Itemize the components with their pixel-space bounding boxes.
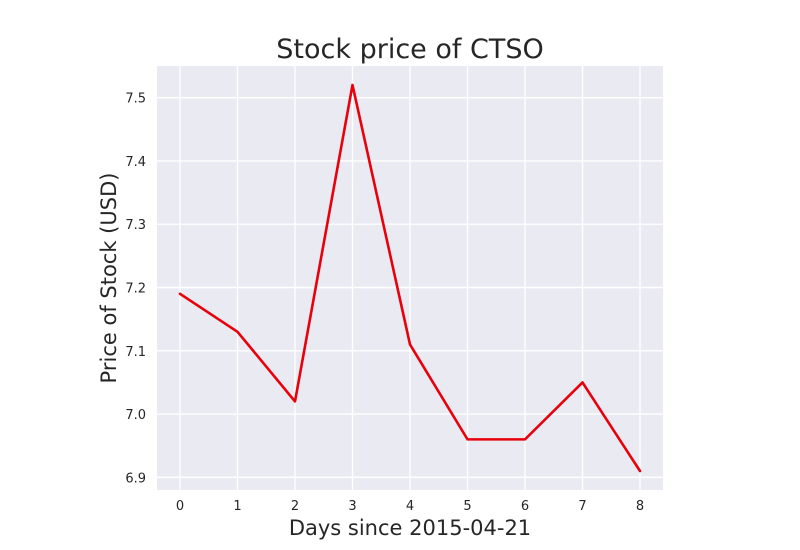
- y-tick-label: 7.4: [125, 155, 146, 170]
- y-tick-label: 7.3: [125, 218, 146, 233]
- grid: [157, 66, 663, 490]
- y-axis-label: Price of Stock (USD): [97, 173, 121, 384]
- y-tick-label: 7.1: [125, 345, 146, 360]
- y-tick-labels: 6.9 7.0 7.1 7.2 7.3 7.4 7.5: [125, 92, 146, 487]
- y-tick-label: 7.5: [125, 92, 146, 107]
- x-tick-label: 0: [176, 499, 184, 514]
- y-tick-label: 6.9: [125, 471, 146, 486]
- x-tick-label: 5: [463, 499, 471, 514]
- x-axis-label: Days since 2015-04-21: [289, 516, 531, 540]
- x-tick-label: 1: [233, 499, 241, 514]
- y-tick-label: 7.2: [125, 281, 146, 296]
- x-tick-label: 7: [578, 499, 586, 514]
- y-tick-label: 7.0: [125, 408, 146, 423]
- x-tick-labels: 0 1 2 3 4 5 6 7 8: [176, 499, 644, 514]
- chart-title: Stock price of CTSO: [276, 34, 543, 65]
- x-tick-label: 4: [406, 499, 414, 514]
- price-series-line: [178, 83, 642, 473]
- x-tick-label: 3: [348, 499, 356, 514]
- series-group: [178, 83, 642, 473]
- x-tick-label: 8: [636, 499, 644, 514]
- x-tick-label: 6: [521, 499, 529, 514]
- x-tick-label: 2: [291, 499, 299, 514]
